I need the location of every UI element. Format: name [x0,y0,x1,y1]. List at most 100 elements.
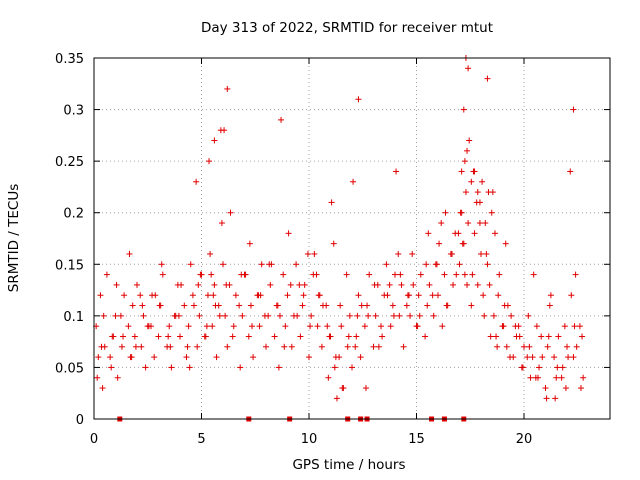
data-point [371,281,378,288]
x-tick-label: 0 [90,432,98,447]
data-point [333,395,340,402]
data-point [488,209,495,216]
data-point [103,271,110,278]
data-point [387,323,394,330]
data-point [379,333,386,340]
data-point [152,292,159,299]
data-point [326,333,333,340]
data-point [346,312,353,319]
data-point [193,178,200,185]
data-point [361,323,368,330]
data-point [249,323,256,330]
data-point [464,281,471,288]
data-point [319,302,326,309]
data-point [166,323,173,330]
data-point [468,302,475,309]
data-point [220,261,226,268]
data-point [508,312,515,319]
data-point [353,333,360,340]
data-point [476,199,483,206]
data-point [480,292,487,299]
data-point [275,364,282,371]
data-point [196,312,203,319]
data-point [453,271,460,278]
data-point [504,302,511,309]
chart-title: Day 313 of 2022, SRMTID for receiver mtu… [201,20,493,36]
x-tick-label: 15 [408,432,425,447]
data-point [314,323,321,330]
data-point [190,302,197,309]
data-point [210,292,217,299]
data-point [159,271,166,278]
data-point [274,302,281,309]
data-point [486,281,493,288]
data-point [287,281,294,288]
data-point [223,281,230,288]
data-point [120,333,127,340]
data-point [158,261,165,268]
data-point [128,354,135,361]
data-point [398,281,405,288]
data-point [121,292,128,299]
data-point [554,364,561,371]
data-point [565,354,572,361]
data-point [495,292,502,299]
data-point [466,137,473,144]
data-point [579,333,586,340]
data-point [545,333,552,340]
data-point [300,292,307,299]
data-point [278,116,285,123]
data-point [564,343,570,350]
data-point [307,323,314,330]
data-point [318,343,325,350]
data-point [304,250,311,257]
data-point [239,312,246,319]
data-point [441,271,448,278]
data-point [448,250,455,257]
data-point [168,364,175,371]
data-point [544,343,551,350]
data-point [568,292,575,299]
data-point [195,281,202,288]
data-point [132,343,139,350]
data-point [515,323,522,330]
data-point [436,240,443,247]
data-point [494,343,501,350]
data-point [567,168,574,175]
data-point [458,168,465,175]
data-point [395,250,402,257]
data-point [551,354,558,361]
data-point [238,271,245,278]
data-point [485,189,492,196]
data-point [218,220,225,227]
data-point [112,312,119,319]
data-point [457,209,464,216]
data-point [536,364,543,371]
data-point [366,271,373,278]
data-point [423,261,430,268]
data-point [266,261,273,268]
data-point [294,312,301,319]
data-point [459,240,466,247]
data-point [442,209,449,216]
data-point [311,250,318,257]
data-point [137,292,144,299]
data-point [229,333,236,340]
data-point [524,354,531,361]
data-point [109,333,116,340]
data-point [389,302,396,309]
data-point [372,312,379,319]
data-point [464,147,471,154]
data-point [422,333,429,340]
y-tick-label: 0.2 [63,207,84,222]
data-point [227,209,234,216]
data-point [358,302,365,309]
data-point [118,343,125,350]
data-point [576,323,583,330]
data-point [409,250,416,257]
data-point [245,333,252,340]
data-point [246,240,253,247]
data-point [476,220,483,227]
data-point [288,343,295,350]
data-point [224,343,231,350]
